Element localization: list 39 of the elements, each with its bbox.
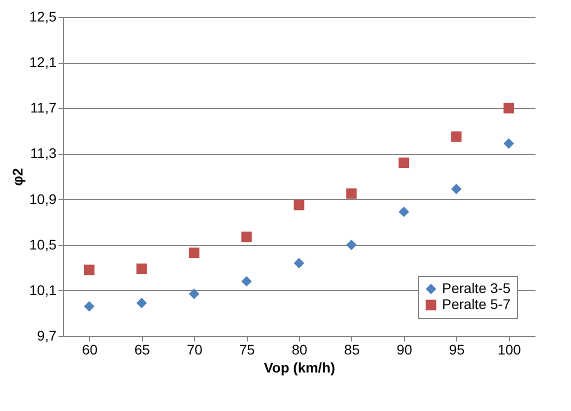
y-tick-label: 12,5 xyxy=(29,8,57,24)
point xyxy=(188,248,200,258)
y-axis-title: φ2 xyxy=(9,168,26,186)
point xyxy=(188,288,200,300)
point xyxy=(504,138,514,149)
point xyxy=(136,264,147,274)
legend-label: Peralte 5-7 xyxy=(442,296,511,312)
y-tick-label: 10,1 xyxy=(29,282,57,298)
point xyxy=(451,131,462,142)
x-tick-label: 65 xyxy=(134,342,150,358)
y-tick-label: 11,3 xyxy=(30,145,57,162)
point xyxy=(504,102,514,114)
point xyxy=(241,276,252,287)
x-tick-label: 95 xyxy=(449,342,465,358)
point xyxy=(451,184,462,194)
point xyxy=(294,258,304,268)
x-tick-label: 85 xyxy=(344,342,360,358)
point xyxy=(136,298,147,308)
point xyxy=(346,240,357,250)
x-tick-label: 70 xyxy=(186,342,203,358)
y-tick-label: 11,7 xyxy=(30,100,57,116)
point xyxy=(294,200,304,210)
y-tick-label: 12,1 xyxy=(29,54,57,70)
y-tick-label: 10,5 xyxy=(29,236,57,252)
y-tick-label: 10,9 xyxy=(29,190,57,207)
legend-label: Peralte 3-5 xyxy=(442,280,511,296)
point xyxy=(346,188,357,199)
point xyxy=(398,158,410,168)
x-tick-label: 80 xyxy=(292,342,308,358)
point xyxy=(84,264,94,276)
point xyxy=(84,301,94,312)
point xyxy=(398,206,410,218)
y-tick-label: 9,7 xyxy=(37,328,57,344)
x-tick-label: 75 xyxy=(239,342,256,358)
x-tick-label: 90 xyxy=(396,342,412,358)
x-tick-label: 100 xyxy=(498,342,522,358)
x-tick-label: 60 xyxy=(82,342,98,358)
x-axis-title: Vop (km/h) xyxy=(264,360,336,376)
point xyxy=(241,232,252,242)
